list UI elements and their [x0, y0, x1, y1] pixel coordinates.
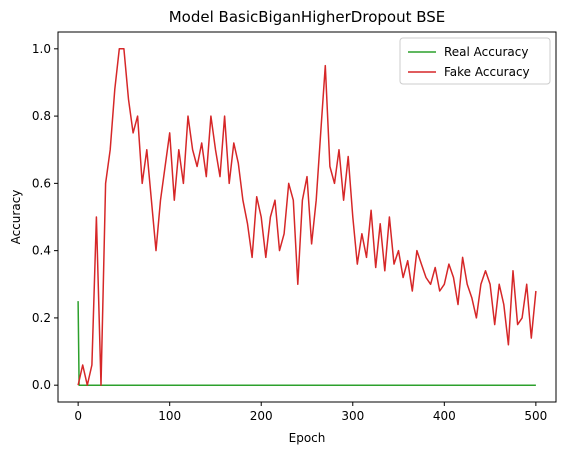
- y-tick-label: 0.2: [32, 311, 51, 325]
- x-axis-title: Epoch: [289, 431, 326, 445]
- y-tick-label: 0.0: [32, 378, 51, 392]
- y-axis-title: Accuracy: [9, 190, 23, 245]
- chart-title: Model BasicBiganHigherDropout BSE: [169, 8, 446, 26]
- x-tick-label: 200: [250, 409, 273, 423]
- x-tick-label: 300: [341, 409, 364, 423]
- y-tick-label: 0.8: [32, 109, 51, 123]
- legend: Real Accuracy Fake Accuracy: [399, 37, 551, 85]
- x-tick-label: 400: [433, 409, 456, 423]
- series-line-real-accuracy: [77, 301, 536, 386]
- y-tick-label: 0.4: [32, 244, 51, 258]
- y-axis: 0.0 0.2 0.4 0.6 0.8 1.0: [32, 42, 58, 392]
- legend-label: Fake Accuracy: [444, 65, 530, 79]
- y-tick-label: 0.6: [32, 176, 51, 190]
- series-line-fake-accuracy: [77, 48, 537, 386]
- legend-box: [399, 37, 551, 85]
- x-tick-label: 500: [524, 409, 547, 423]
- x-tick-label: 100: [158, 409, 181, 423]
- y-tick-label: 1.0: [32, 42, 51, 56]
- plot-frame: [57, 31, 557, 403]
- x-axis: 0 100 200 300 400 500: [74, 402, 547, 423]
- legend-label: Real Accuracy: [444, 45, 528, 59]
- series-layer: [77, 48, 537, 386]
- x-tick-label: 0: [74, 409, 82, 423]
